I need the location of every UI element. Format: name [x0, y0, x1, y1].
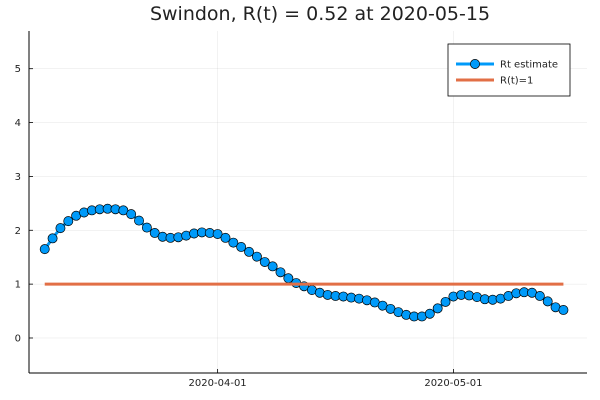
x-tick-label: 2020-05-01 — [424, 378, 482, 389]
y-tick-label: 5 — [15, 64, 21, 75]
data-point — [259, 257, 270, 268]
y-tick-label: 0 — [15, 333, 21, 344]
x-tick-label: 2020-04-01 — [189, 378, 247, 389]
data-point — [275, 267, 286, 278]
legend-swatch-marker — [470, 59, 480, 69]
data-point — [63, 216, 74, 227]
legend-label: Rt estimate — [500, 60, 558, 71]
legend-box — [447, 43, 571, 97]
axes: 0 1 2 3 4 5 2020-04-01 2020-05-01 — [15, 31, 587, 389]
data-point — [534, 291, 545, 301]
legend: Rt estimate R(t)=1 — [447, 43, 571, 97]
data-point — [228, 237, 239, 248]
series-layer — [39, 203, 569, 322]
data-point — [542, 296, 553, 307]
data-point — [558, 305, 569, 315]
y-tick-label: 1 — [15, 280, 21, 291]
data-point — [424, 308, 435, 319]
y-tick-label: 3 — [15, 172, 21, 183]
y-tick-label: 4 — [15, 118, 21, 129]
data-point — [39, 244, 50, 255]
legend-label: R(t)=1 — [500, 76, 533, 87]
data-point — [251, 251, 262, 262]
data-point — [47, 233, 58, 244]
data-point — [432, 303, 443, 314]
data-point — [126, 209, 137, 220]
y-tick-label: 2 — [15, 226, 21, 237]
data-point — [141, 222, 152, 233]
data-point — [220, 232, 231, 243]
chart-title: Swindon, R(t) = 0.52 at 2020-05-15 — [150, 3, 490, 25]
data-point — [134, 215, 144, 226]
data-point — [118, 205, 129, 216]
data-point — [267, 261, 278, 272]
data-point — [244, 246, 255, 257]
data-point — [212, 229, 223, 239]
data-point — [55, 223, 66, 234]
data-point — [149, 228, 160, 238]
data-point — [440, 296, 451, 307]
data-point — [236, 242, 247, 252]
